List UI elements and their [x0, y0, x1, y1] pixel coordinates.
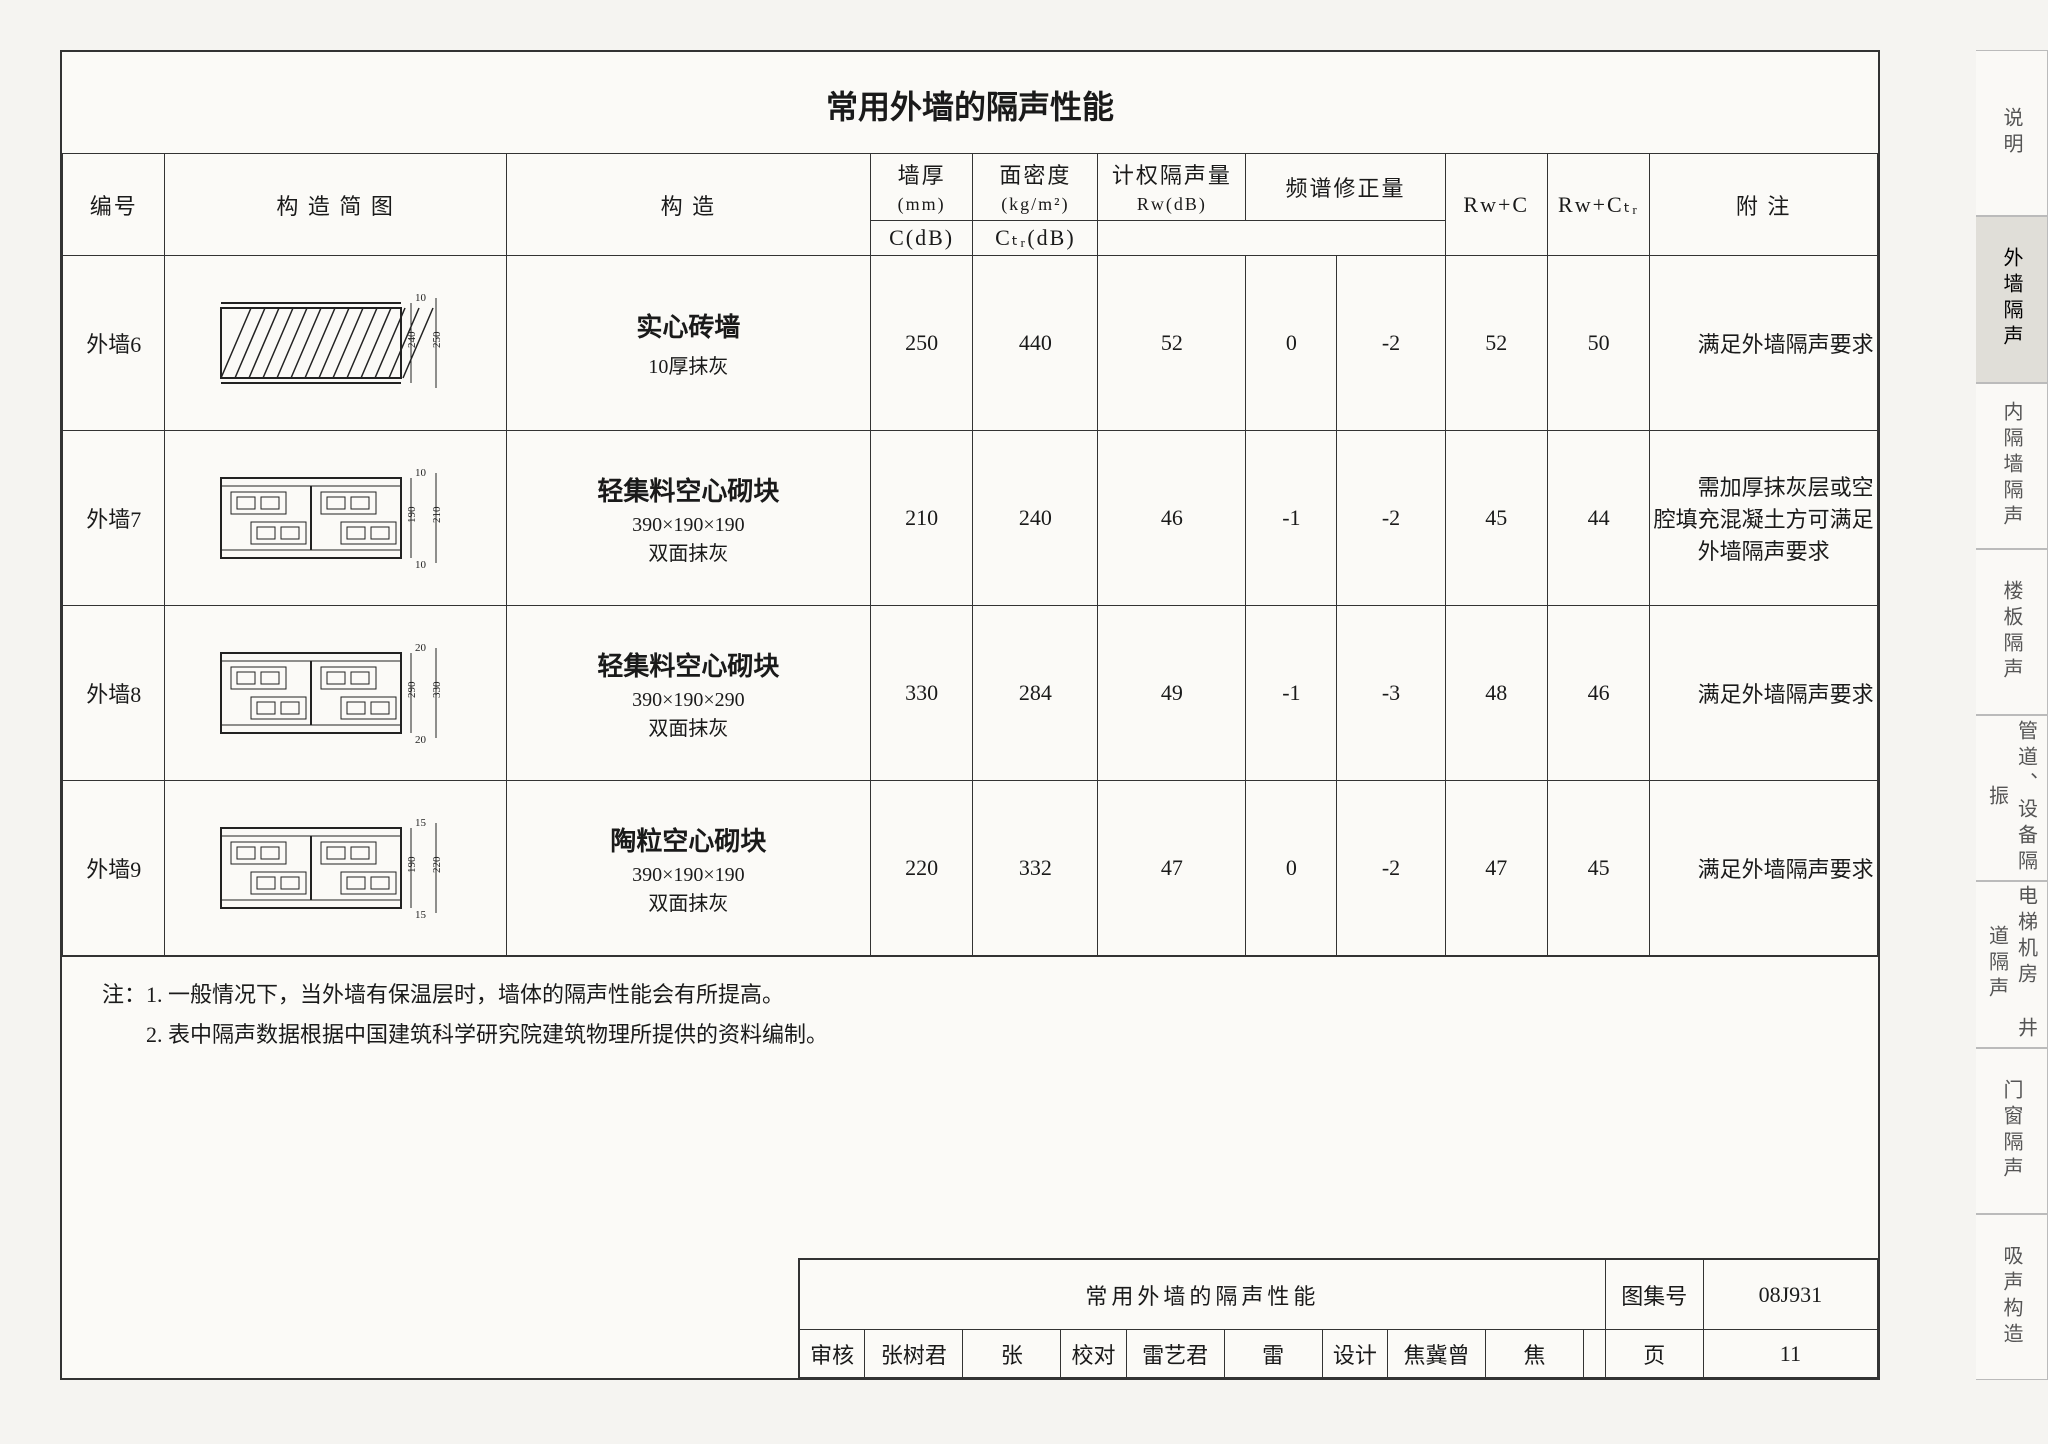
table-row: 外墙7 190 210 10 10 轻集料空心砌块 390×190×190 双面… [63, 431, 1878, 606]
cell-ctr: -3 [1337, 606, 1445, 781]
note-1: 1. 一般情况下，当外墙有保温层时，墙体的隔声性能会有所提高。 [146, 982, 784, 1007]
svg-text:240: 240 [406, 331, 418, 348]
notes-label: 注： [102, 982, 146, 1007]
section-tab[interactable]: 电梯机房 井道隔声 [1976, 881, 2048, 1047]
cell-density: 332 [973, 781, 1098, 956]
cell-c: 0 [1246, 781, 1337, 956]
cell-thickness: 250 [870, 256, 972, 431]
cell-construction: 实心砖墙 10厚抹灰 [506, 256, 870, 431]
cell-c: -1 [1246, 431, 1337, 606]
page-title: 常用外墙的隔声性能 [62, 52, 1878, 153]
section-tab[interactable]: 说明 [1976, 50, 2048, 216]
cell-note: 满足外墙隔声要求 [1650, 256, 1878, 431]
svg-text:20: 20 [415, 734, 427, 746]
table-body: 外墙6 240 250 10 实心砖墙 10厚抹灰 250 440 52 0 -… [63, 256, 1878, 956]
section-tab[interactable]: 管道、设备隔振 [1976, 715, 2048, 881]
section-tab[interactable]: 吸声构造 [1976, 1214, 2048, 1380]
cell-rwctr: 46 [1547, 606, 1649, 781]
table-row: 外墙8 290 330 20 20 轻集料空心砌块 390×190×290 双面… [63, 606, 1878, 781]
th-c: C(dB) [870, 221, 972, 256]
cell-note: 满足外墙隔声要求 [1650, 781, 1878, 956]
svg-text:15: 15 [415, 909, 427, 921]
section-tab[interactable]: 门窗隔声 [1976, 1048, 2048, 1214]
th-rw: 计权隔声量Rw(dB) [1098, 154, 1246, 221]
th-spectrum: 频谱修正量 [1246, 154, 1445, 221]
table-header: 编号 构 造 简 图 构 造 墙厚(mm) 面密度(kg/m²) 计权隔声量Rw… [63, 154, 1878, 256]
cell-id: 外墙7 [63, 431, 165, 606]
cell-rw: 49 [1098, 606, 1246, 781]
cell-rwc: 47 [1445, 781, 1547, 956]
svg-text:15: 15 [415, 817, 427, 829]
note-2: 2. 表中隔声数据根据中国建筑科学研究院建筑物理所提供的资料编制。 [146, 1022, 828, 1047]
cell-density: 440 [973, 256, 1098, 431]
th-note: 附 注 [1650, 154, 1878, 256]
cell-construction: 轻集料空心砌块 390×190×190 双面抹灰 [506, 431, 870, 606]
svg-text:190: 190 [406, 856, 418, 873]
cell-thickness: 210 [870, 431, 972, 606]
cell-id: 外墙8 [63, 606, 165, 781]
cell-rw: 47 [1098, 781, 1246, 956]
cell-ctr: -2 [1337, 781, 1445, 956]
cell-c: 0 [1246, 256, 1337, 431]
svg-text:190: 190 [406, 506, 418, 523]
table-row: 外墙9 190 220 15 15 陶粒空心砌块 390×190×190 双面抹… [63, 781, 1878, 956]
cell-thickness: 330 [870, 606, 972, 781]
th-id: 编号 [63, 154, 165, 256]
cell-rw: 46 [1098, 431, 1246, 606]
cell-rwc: 48 [1445, 606, 1547, 781]
atlas-label: 图集号 [1605, 1260, 1703, 1330]
table-row: 外墙6 240 250 10 实心砖墙 10厚抹灰 250 440 52 0 -… [63, 256, 1878, 431]
svg-text:20: 20 [415, 642, 427, 654]
cell-id: 外墙9 [63, 781, 165, 956]
svg-text:220: 220 [431, 856, 443, 873]
cell-ctr: -2 [1337, 431, 1445, 606]
cell-rwc: 52 [1445, 256, 1547, 431]
th-ctr: Cₜᵣ(dB) [973, 221, 1098, 256]
cell-note: 需加厚抹灰层或空腔填充混凝土方可满足外墙隔声要求 [1650, 431, 1878, 606]
cell-density: 240 [973, 431, 1098, 606]
th-diagram: 构 造 简 图 [165, 154, 506, 256]
svg-text:290: 290 [406, 681, 418, 698]
svg-text:10: 10 [415, 559, 427, 571]
cell-rwctr: 45 [1547, 781, 1649, 956]
cell-rwctr: 50 [1547, 256, 1649, 431]
th-density: 面密度(kg/m²) [973, 154, 1098, 221]
svg-text:10: 10 [415, 467, 427, 479]
cell-density: 284 [973, 606, 1098, 781]
notes-block: 注：1. 一般情况下，当外墙有保温层时，墙体的隔声性能会有所提高。 2. 表中隔… [62, 956, 1878, 1134]
cell-note: 满足外墙隔声要求 [1650, 606, 1878, 781]
svg-text:10: 10 [415, 292, 427, 304]
title-block: 常用外墙的隔声性能 图集号 08J931 审核 张树君 张 校对 雷艺君 雷 设… [798, 1258, 1878, 1378]
cell-rwctr: 44 [1547, 431, 1649, 606]
cell-ctr: -2 [1337, 256, 1445, 431]
cell-construction: 陶粒空心砌块 390×190×190 双面抹灰 [506, 781, 870, 956]
section-tab[interactable]: 内隔墙隔声 [1976, 383, 2048, 549]
document-page: 常用外墙的隔声性能 编号 构 造 简 图 构 造 墙厚(mm) 面密度(kg/m… [60, 50, 1880, 1380]
th-rwctr: Rw+Cₜᵣ [1547, 154, 1649, 256]
th-thickness: 墙厚(mm) [870, 154, 972, 221]
svg-text:330: 330 [431, 681, 443, 698]
section-tabs: 说明外墙隔声内隔墙隔声楼板隔声管道、设备隔振电梯机房 井道隔声门窗隔声吸声构造 [1976, 50, 2048, 1380]
section-tab[interactable]: 外墙隔声 [1976, 216, 2048, 382]
cell-diagram: 190 220 15 15 [165, 781, 506, 956]
cell-diagram: 290 330 20 20 [165, 606, 506, 781]
cell-rw: 52 [1098, 256, 1246, 431]
th-construction: 构 造 [506, 154, 870, 256]
section-tab[interactable]: 楼板隔声 [1976, 549, 2048, 715]
svg-text:210: 210 [431, 506, 443, 523]
cell-diagram: 190 210 10 10 [165, 431, 506, 606]
cell-c: -1 [1246, 606, 1337, 781]
cell-id: 外墙6 [63, 256, 165, 431]
cell-rwc: 45 [1445, 431, 1547, 606]
cell-thickness: 220 [870, 781, 972, 956]
svg-text:250: 250 [431, 331, 443, 348]
th-rwc: Rw+C [1445, 154, 1547, 256]
acoustic-table: 编号 构 造 简 图 构 造 墙厚(mm) 面密度(kg/m²) 计权隔声量Rw… [62, 153, 1878, 956]
atlas-no: 08J931 [1703, 1260, 1877, 1330]
footer-title: 常用外墙的隔声性能 [800, 1260, 1606, 1330]
cell-diagram: 240 250 10 [165, 256, 506, 431]
cell-construction: 轻集料空心砌块 390×190×290 双面抹灰 [506, 606, 870, 781]
